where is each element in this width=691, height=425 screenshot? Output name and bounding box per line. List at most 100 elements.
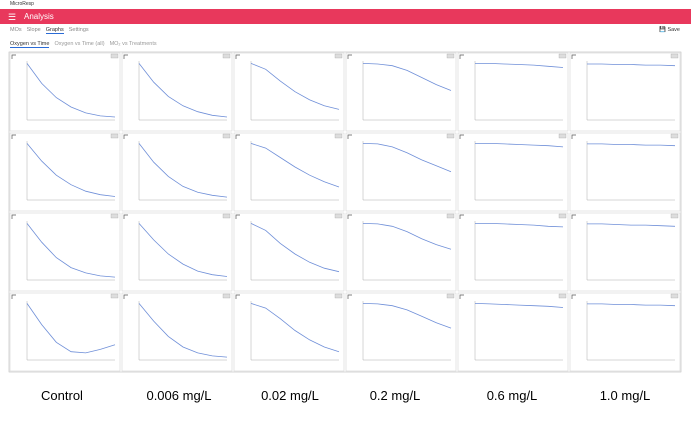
- oxygen-curve: [26, 143, 116, 197]
- save-button[interactable]: 💾 Save: [659, 27, 680, 33]
- panel-icon: [347, 294, 352, 299]
- panel: [121, 292, 233, 372]
- panel-icon: [11, 214, 16, 219]
- panel: [345, 52, 457, 132]
- panel-icon: [235, 294, 240, 299]
- panel: [233, 292, 345, 372]
- panel-tag: [446, 293, 455, 299]
- panel-tag: [558, 133, 567, 139]
- save-label: Save: [667, 27, 680, 33]
- header-title: Analysis: [24, 12, 54, 21]
- subtab[interactable]: MO₂ vs Treatments: [109, 41, 157, 47]
- oxygen-curve: [26, 303, 116, 354]
- panel: [569, 132, 681, 212]
- panel-icon: [571, 134, 576, 139]
- panel-tag: [222, 293, 231, 299]
- panel: [121, 52, 233, 132]
- panel: [121, 212, 233, 292]
- header-bar: ☰ Analysis: [0, 9, 691, 24]
- panel-icon: [235, 134, 240, 139]
- panel-icon: [235, 54, 240, 59]
- oxygen-curve: [362, 143, 452, 173]
- panel-icon: [571, 54, 576, 59]
- oxygen-curve: [250, 63, 340, 110]
- panel-icon: [347, 134, 352, 139]
- panel-icon: [123, 134, 128, 139]
- panel: [9, 52, 121, 132]
- panel: [9, 132, 121, 212]
- tabs: MOs Slope Graphs Settings: [10, 27, 94, 34]
- panel: [233, 52, 345, 132]
- oxygen-curve: [475, 63, 564, 68]
- oxygen-curve: [587, 223, 676, 227]
- panel-icon: [459, 54, 464, 59]
- panel-tag: [110, 213, 119, 219]
- panel-tag: [110, 133, 119, 139]
- panel-icon: [571, 294, 576, 299]
- panel-icon: [11, 294, 16, 299]
- panel-tag: [670, 213, 679, 219]
- oxygen-curve: [587, 63, 676, 67]
- panel: [457, 292, 569, 372]
- panel-tag: [222, 213, 231, 219]
- oxygen-curve: [250, 303, 340, 353]
- oxygen-curve: [138, 223, 228, 277]
- tab[interactable]: Graphs: [45, 27, 64, 34]
- oxygen-curve: [250, 223, 340, 273]
- panel: [569, 52, 681, 132]
- panel-tag: [222, 53, 231, 59]
- panel-icon: [459, 214, 464, 219]
- grid-frame: [8, 51, 682, 373]
- menu-button[interactable]: ☰: [8, 12, 17, 22]
- panel-tag: [558, 53, 567, 59]
- panel-tag: [670, 133, 679, 139]
- caption: 1.0 mg/L: [600, 388, 651, 403]
- panel: [233, 212, 345, 292]
- panel-tag: [222, 133, 231, 139]
- panel-icon: [11, 134, 16, 139]
- oxygen-curve: [362, 63, 452, 91]
- oxygen-curve: [138, 143, 228, 198]
- subtabs: Oxygen vs Time Oxygen vs Time (all) MO₂ vs…: [10, 41, 162, 48]
- panel-tag: [446, 53, 455, 59]
- panel: [345, 212, 457, 292]
- panel-icon: [459, 294, 464, 299]
- panel-tag: [110, 293, 119, 299]
- subtab[interactable]: Oxygen vs Time (all): [54, 41, 105, 47]
- panel-tag: [110, 53, 119, 59]
- panel: [233, 132, 345, 212]
- panel-icon: [347, 54, 352, 59]
- oxygen-curve: [587, 143, 676, 147]
- panel: [9, 212, 121, 292]
- title-bar: MicroResp: [0, 0, 691, 9]
- panel-tag: [334, 293, 343, 299]
- panel-icon: [123, 214, 128, 219]
- panel-tag: [334, 53, 343, 59]
- panel-icon: [123, 294, 128, 299]
- oxygen-curve: [26, 223, 116, 278]
- panel-icon: [123, 54, 128, 59]
- panel-tag: [670, 53, 679, 59]
- panel-tag: [558, 293, 567, 299]
- panel-tag: [334, 213, 343, 219]
- tab[interactable]: Slope: [26, 27, 41, 33]
- panel-tag: [558, 213, 567, 219]
- oxygen-curve: [138, 63, 228, 118]
- caption: 0.02 mg/L: [261, 388, 319, 403]
- panel-icon: [459, 134, 464, 139]
- oxygen-curve: [26, 63, 116, 118]
- panel-tag: [446, 213, 455, 219]
- tab[interactable]: MOs: [10, 27, 22, 33]
- panel-icon: [571, 214, 576, 219]
- subtab[interactable]: Oxygen vs Time: [10, 41, 50, 48]
- panel: [345, 132, 457, 212]
- panel-icon: [11, 54, 16, 59]
- panel-tag: [334, 133, 343, 139]
- panel: [457, 132, 569, 212]
- oxygen-curve: [138, 303, 228, 358]
- caption: 0.6 mg/L: [487, 388, 538, 403]
- panel: [457, 52, 569, 132]
- oxygen-curve: [587, 303, 676, 307]
- oxygen-curve: [362, 223, 452, 250]
- tab[interactable]: Settings: [68, 27, 89, 33]
